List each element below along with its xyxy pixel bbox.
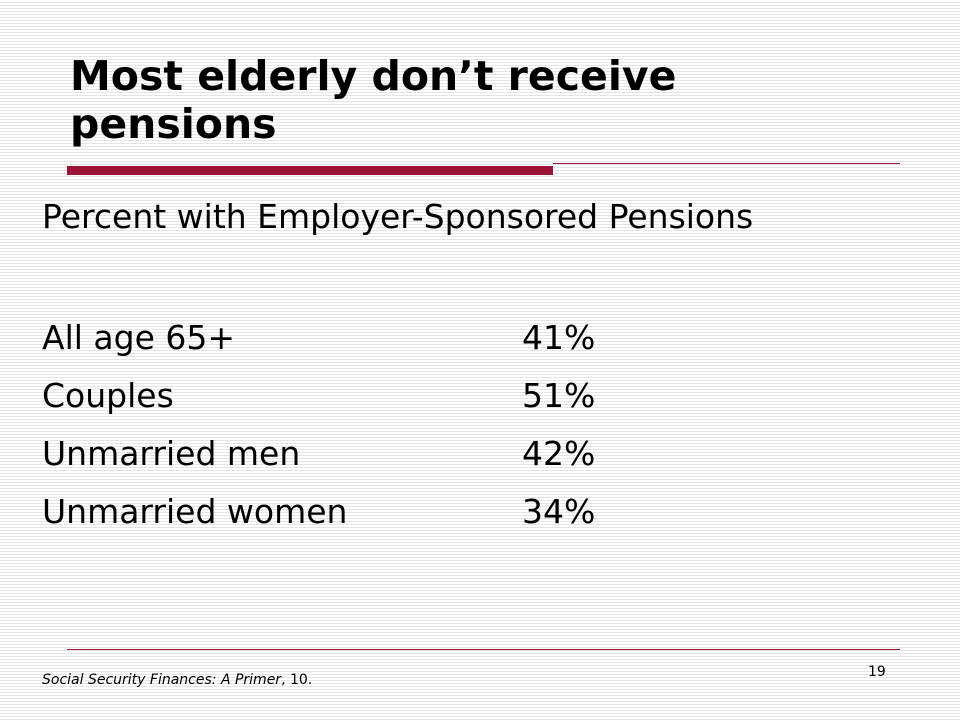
table-heading: Percent with Employer-Sponsored Pensions [42,197,754,236]
table-row: All age 65+ 41% [42,309,595,367]
title-underline-bar [67,166,553,175]
table-row: Unmarried men 42% [42,425,595,483]
title-underline-rule [553,163,900,164]
group-label: All age 65+ [42,318,236,357]
citation-page: , 10. [281,672,313,688]
citation-title: Social Security Finances: A Primer [42,672,282,688]
group-label: Couples [42,376,174,415]
percent-value: 51% [522,376,596,415]
table-row: Couples 51% [42,367,595,425]
slide-number: 19 [868,664,886,680]
source-citation: Social Security Finances: A Primer, 10. [42,670,312,690]
group-label: Unmarried women [42,492,348,531]
percent-value: 42% [522,434,596,473]
percent-value: 34% [522,492,596,531]
table-row: Unmarried women 34% [42,483,595,541]
footer-divider [67,649,900,650]
slide-title: Most elderly don’t receive pensions [70,52,677,148]
group-label: Unmarried men [42,434,301,473]
pension-stats-table: All age 65+ 41% Couples 51% Unmarried me… [42,309,595,541]
percent-value: 41% [522,318,596,357]
